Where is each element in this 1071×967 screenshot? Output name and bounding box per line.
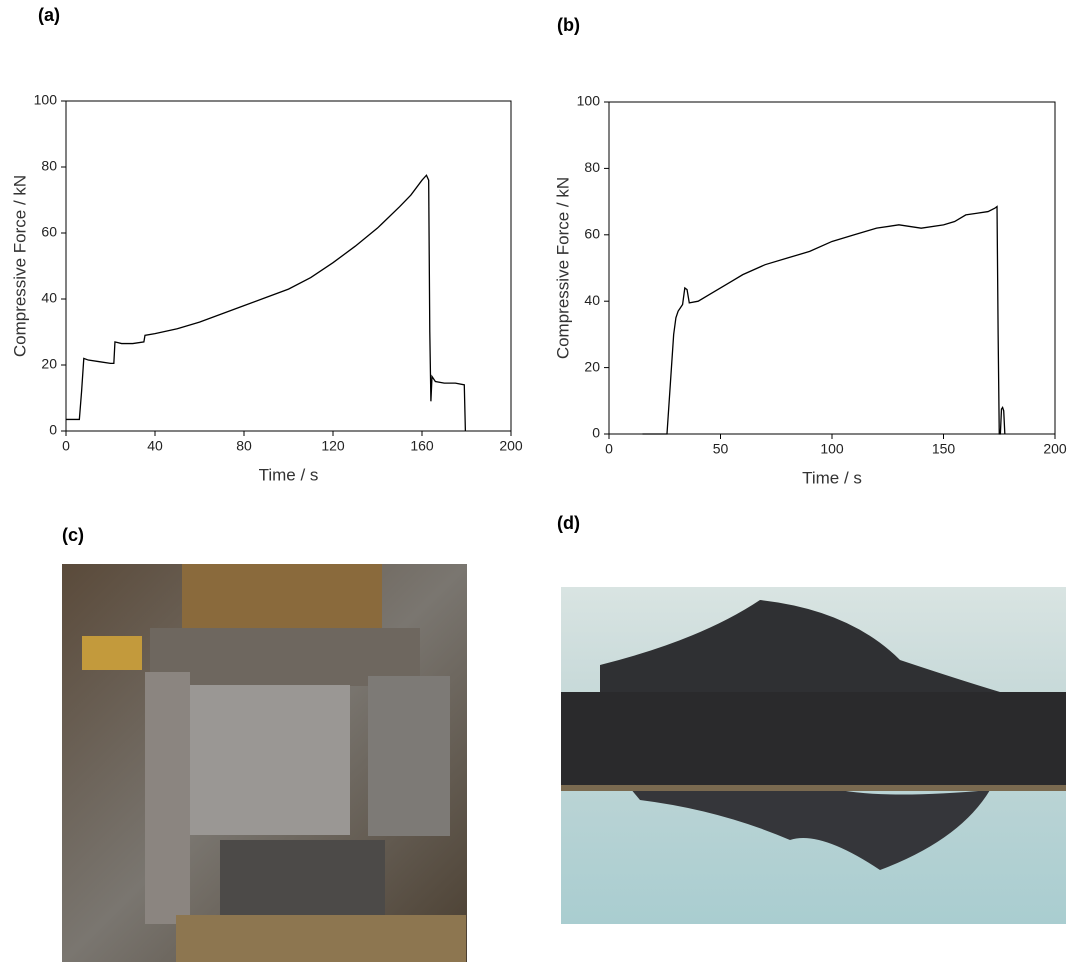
y-tick-label: 100 xyxy=(34,92,58,108)
x-tick-label: 0 xyxy=(605,441,613,457)
x-tick-label: 200 xyxy=(499,438,523,454)
panel-label: (b) xyxy=(557,15,580,35)
x-tick-label: 100 xyxy=(820,441,844,457)
y-tick-label: 80 xyxy=(584,159,600,175)
x-axis-label: Time / s xyxy=(802,468,862,487)
y-tick-label: 40 xyxy=(41,290,57,306)
y-tick-label: 20 xyxy=(41,356,57,372)
fibre-fan-top xyxy=(600,600,1000,692)
laminate xyxy=(561,692,1066,788)
plot-frame xyxy=(608,101,1056,435)
x-tick-label: 50 xyxy=(713,441,729,457)
laminate-edge xyxy=(561,785,1066,791)
press-bed xyxy=(176,915,466,962)
press-ram xyxy=(182,564,382,634)
data-line xyxy=(642,205,1006,435)
x-tick-label: 120 xyxy=(321,438,345,454)
y-tick-label: 0 xyxy=(592,425,600,441)
plot-frame xyxy=(65,100,512,432)
x-tick-label: 200 xyxy=(1043,441,1067,457)
brass-fitting xyxy=(82,636,142,670)
y-tick-label: 40 xyxy=(584,292,600,308)
photo-d xyxy=(561,587,1066,924)
fibre-fan-bottom xyxy=(630,788,990,870)
x-tick-label: 150 xyxy=(932,441,956,457)
x-tick-label: 0 xyxy=(62,438,70,454)
specimen xyxy=(190,685,350,835)
x-tick-label: 160 xyxy=(410,438,434,454)
y-tick-label: 80 xyxy=(41,158,57,174)
fixture-base xyxy=(220,840,385,920)
y-axis-label: Compressive Force / kN xyxy=(10,175,29,357)
photo-c xyxy=(62,564,467,962)
fixture-right xyxy=(368,676,450,836)
x-tick-label: 40 xyxy=(147,438,163,454)
data-line xyxy=(66,174,467,432)
fixture-left xyxy=(145,672,190,924)
y-tick-label: 60 xyxy=(584,226,600,242)
y-tick-label: 60 xyxy=(41,224,57,240)
x-axis-label: Time / s xyxy=(259,465,319,484)
panel-label: (c) xyxy=(62,525,84,545)
y-axis-label: Compressive Force / kN xyxy=(553,177,572,359)
y-tick-label: 100 xyxy=(577,93,601,109)
panel-label: (a) xyxy=(38,5,60,25)
y-tick-label: 0 xyxy=(49,422,57,438)
x-tick-label: 80 xyxy=(236,438,252,454)
y-tick-label: 20 xyxy=(584,358,600,374)
panel-label: (d) xyxy=(557,513,580,533)
